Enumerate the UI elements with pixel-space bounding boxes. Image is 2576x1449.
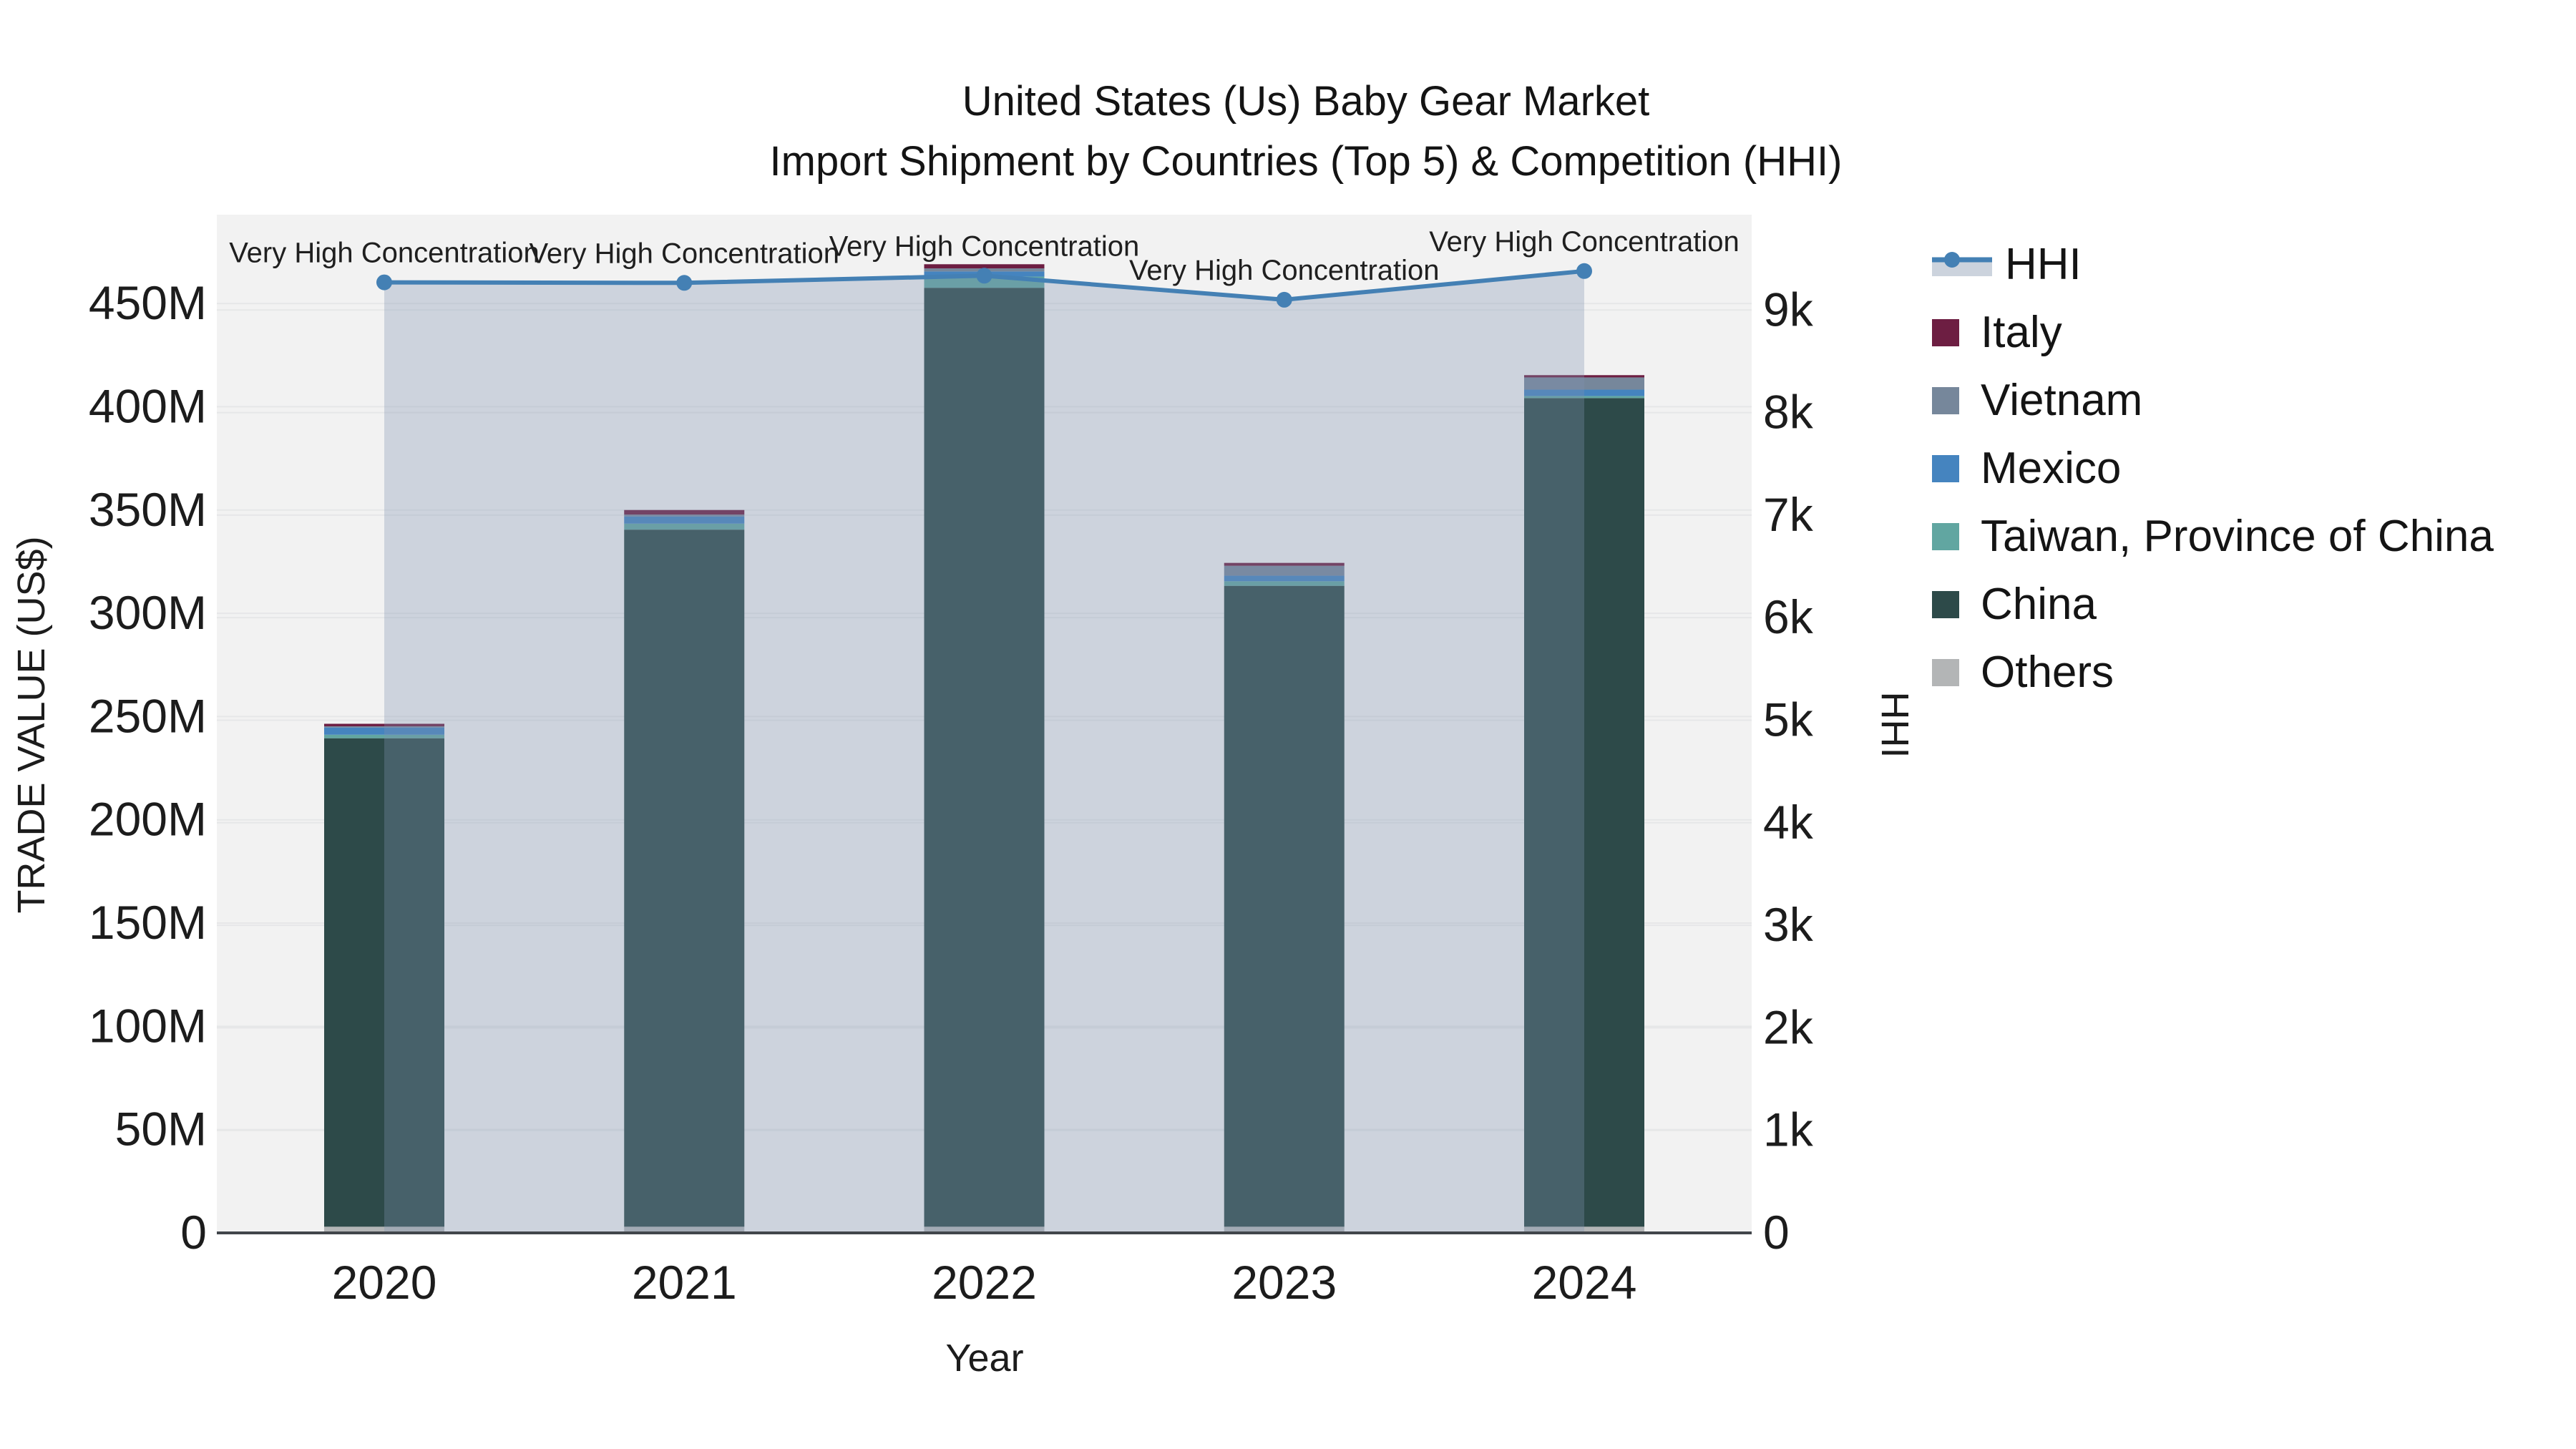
y-axis-title-right: HHI: [1873, 691, 1916, 758]
hhi-point-2024[interactable]: [1576, 263, 1592, 279]
bar-segment-taiwan-province-of-china-2023[interactable]: [1224, 581, 1345, 586]
legend: HHI Italy Vietnam Mexico Taiwan, Province of…: [1932, 230, 2494, 706]
y-left-tick-label: 400M: [89, 379, 207, 432]
x-tick-label-2021: 2021: [632, 1256, 737, 1309]
legend-item-others[interactable]: Others: [1932, 638, 2494, 706]
bar-segment-mexico-2021[interactable]: [624, 516, 745, 524]
y-right-tick-label: 1k: [1763, 1103, 1814, 1156]
y-right-tick-label: 7k: [1763, 488, 1814, 541]
bar-segment-vietnam-2024[interactable]: [1524, 377, 1644, 390]
y-left-tick-label: 350M: [89, 483, 207, 536]
bar-segment-china-2024[interactable]: [1524, 398, 1644, 1227]
y-left-tick-label: 100M: [89, 999, 207, 1052]
legend-swatch: [1932, 386, 1959, 414]
y-left-tick-label: 50M: [115, 1103, 207, 1156]
bar-segment-others-2023[interactable]: [1224, 1226, 1345, 1233]
bar-segment-italy-2021[interactable]: [624, 509, 745, 515]
annotation-2021: Very High Concentration: [529, 238, 839, 269]
bar-segment-taiwan-province-of-china-2024[interactable]: [1524, 396, 1644, 399]
bar-segment-mexico-2023[interactable]: [1224, 575, 1345, 582]
chart-title-line2: Import Shipment by Countries (Top 5) & C…: [769, 138, 1843, 185]
y-left-tick-label: 250M: [89, 689, 207, 742]
bar-segment-others-2020[interactable]: [324, 1226, 444, 1233]
x-tick-label-2022: 2022: [932, 1256, 1037, 1309]
legend-item-vietnam[interactable]: Vietnam: [1932, 366, 2494, 434]
hhi-point-2020[interactable]: [376, 274, 392, 291]
hhi-point-2023[interactable]: [1276, 291, 1292, 308]
hhi-point-2021[interactable]: [676, 275, 693, 291]
legend-label: Others: [1981, 648, 2114, 697]
y-right-tick-label: 0: [1763, 1206, 1790, 1259]
bar-segment-vietnam-2020[interactable]: [324, 726, 444, 728]
legend-label: Italy: [1981, 308, 2062, 357]
y-right-tick-label: 4k: [1763, 796, 1814, 849]
bar-segment-mexico-2020[interactable]: [324, 727, 444, 735]
legend-swatch: [1932, 454, 1959, 482]
bar-segment-vietnam-2021[interactable]: [624, 514, 745, 517]
legend-label: Mexico: [1981, 444, 2122, 493]
legend-label: Vietnam: [1981, 376, 2143, 425]
legend-label: HHI: [2005, 240, 2082, 289]
x-axis-title: Year: [945, 1337, 1024, 1380]
bar-segment-italy-2020[interactable]: [324, 723, 444, 726]
y-left-tick-label: 200M: [89, 793, 207, 846]
bar-segment-others-2022[interactable]: [924, 1226, 1045, 1233]
bar-segment-others-2021[interactable]: [624, 1226, 745, 1233]
legend-label: China: [1981, 580, 2097, 629]
legend-item-hhi[interactable]: HHI: [1932, 230, 2494, 298]
y-left-tick-label: 150M: [89, 896, 207, 949]
annotation-2022: Very High Concentration: [829, 230, 1140, 262]
hhi-point-2022[interactable]: [976, 268, 992, 284]
y-left-tick-label: 450M: [89, 276, 207, 329]
bar-segment-italy-2022[interactable]: [924, 264, 1045, 269]
bar-segment-china-2020[interactable]: [324, 738, 444, 1227]
legend-swatch: [1932, 590, 1959, 618]
x-tick-label-2024: 2024: [1532, 1256, 1637, 1309]
bar-segment-china-2023[interactable]: [1224, 585, 1345, 1227]
x-tick-label-2023: 2023: [1231, 1256, 1337, 1309]
bar-segment-taiwan-province-of-china-2021[interactable]: [624, 523, 745, 530]
chart-title-line1: United States (Us) Baby Gear Market: [962, 78, 1650, 125]
legend-item-mexico[interactable]: Mexico: [1932, 434, 2494, 502]
y-left-tick-label: 300M: [89, 586, 207, 639]
chart-title: United States (Us) Baby Gear Market Impo…: [770, 72, 1843, 192]
y-left-tick-label: 0: [180, 1206, 207, 1259]
y-right-tick-label: 9k: [1763, 283, 1814, 336]
bar-segment-italy-2023[interactable]: [1224, 562, 1345, 566]
annotation-2024: Very High Concentration: [1429, 226, 1740, 258]
bar-segment-china-2021[interactable]: [624, 530, 745, 1227]
bar-segment-italy-2024[interactable]: [1524, 375, 1644, 378]
y-right-tick-label: 6k: [1763, 590, 1814, 643]
y-axis-title-left: TRADE VALUE (US$): [10, 536, 53, 914]
hhi-area-fill: [384, 270, 1584, 1233]
y-right-tick-label: 5k: [1763, 693, 1814, 746]
y-right-tick-label: 2k: [1763, 1000, 1814, 1053]
annotation-2023: Very High Concentration: [1129, 255, 1440, 286]
bar-segment-vietnam-2023[interactable]: [1224, 565, 1345, 576]
x-tick-label-2020: 2020: [332, 1256, 437, 1309]
bar-segment-china-2022[interactable]: [924, 288, 1045, 1227]
bar-segment-others-2024[interactable]: [1524, 1226, 1644, 1233]
bar-segment-mexico-2024[interactable]: [1524, 389, 1644, 396]
legend-item-italy[interactable]: Italy: [1932, 298, 2494, 366]
annotation-2020: Very High Concentration: [229, 238, 540, 269]
y-right-tick-label: 3k: [1763, 898, 1814, 951]
bar-segment-taiwan-province-of-china-2020[interactable]: [324, 734, 444, 738]
legend-item-china[interactable]: China: [1932, 570, 2494, 638]
legend-swatch: [1932, 658, 1959, 686]
legend-swatch: [1932, 522, 1959, 550]
legend-item-taiwan-province-of-china[interactable]: Taiwan, Province of China: [1932, 502, 2494, 570]
legend-label: Taiwan, Province of China: [1981, 512, 2494, 561]
y-right-tick-label: 8k: [1763, 386, 1814, 439]
legend-swatch: [1932, 318, 1959, 346]
hhi-line-legend-symbol: [1932, 250, 1992, 279]
